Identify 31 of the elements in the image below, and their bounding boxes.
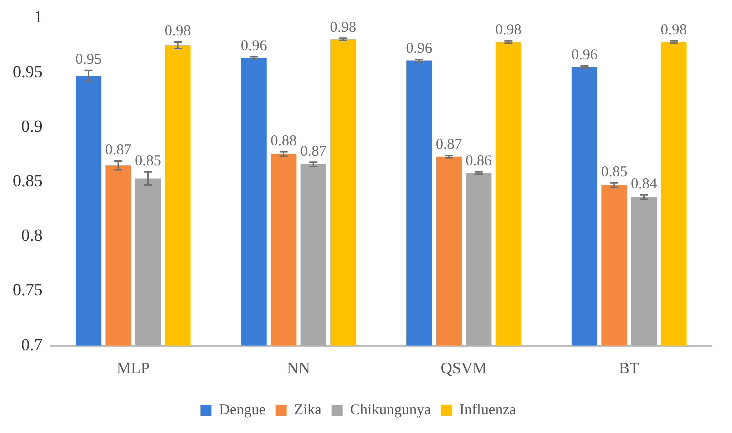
legend-label: Zika (294, 402, 322, 418)
y-tick-label: 0.7 (22, 335, 44, 354)
data-label: 0.86 (466, 154, 493, 170)
data-label: 0.96 (240, 38, 268, 54)
y-tick-label: 0.9 (22, 116, 43, 136)
data-label: 0.87 (105, 142, 132, 159)
data-label: 0.84 (631, 176, 658, 193)
y-tick-label: 0.85 (13, 171, 43, 190)
legend-label: Influenza (460, 402, 517, 418)
data-label: 0.88 (270, 133, 297, 150)
data-label: 0.98 (496, 22, 522, 39)
y-tick-label: 0.8 (22, 226, 43, 246)
y-tick-label: 0.95 (13, 62, 43, 82)
y-tick-label: 1 (34, 8, 43, 27)
data-label: 0.85 (601, 164, 628, 181)
legend-label: Dengue (219, 402, 266, 418)
data-label: 0.85 (135, 154, 162, 170)
data-label: 0.98 (660, 22, 688, 39)
data-label: 0.98 (164, 24, 192, 40)
data-label: 0.87 (436, 137, 463, 154)
data-label: 0.95 (76, 52, 102, 68)
x-tick-label: NN (287, 360, 311, 378)
legend-label: Chikungunya (350, 402, 432, 418)
data-label: 0.96 (406, 41, 434, 58)
x-tick-label: BT (619, 360, 640, 378)
x-tick-label: MLP (116, 360, 150, 378)
x-tick-label: QSVM (440, 360, 488, 378)
y-tick-label: 0.75 (13, 280, 43, 300)
data-label: 0.96 (572, 48, 598, 64)
data-label: 0.87 (300, 144, 328, 160)
data-label: 0.98 (330, 20, 356, 36)
